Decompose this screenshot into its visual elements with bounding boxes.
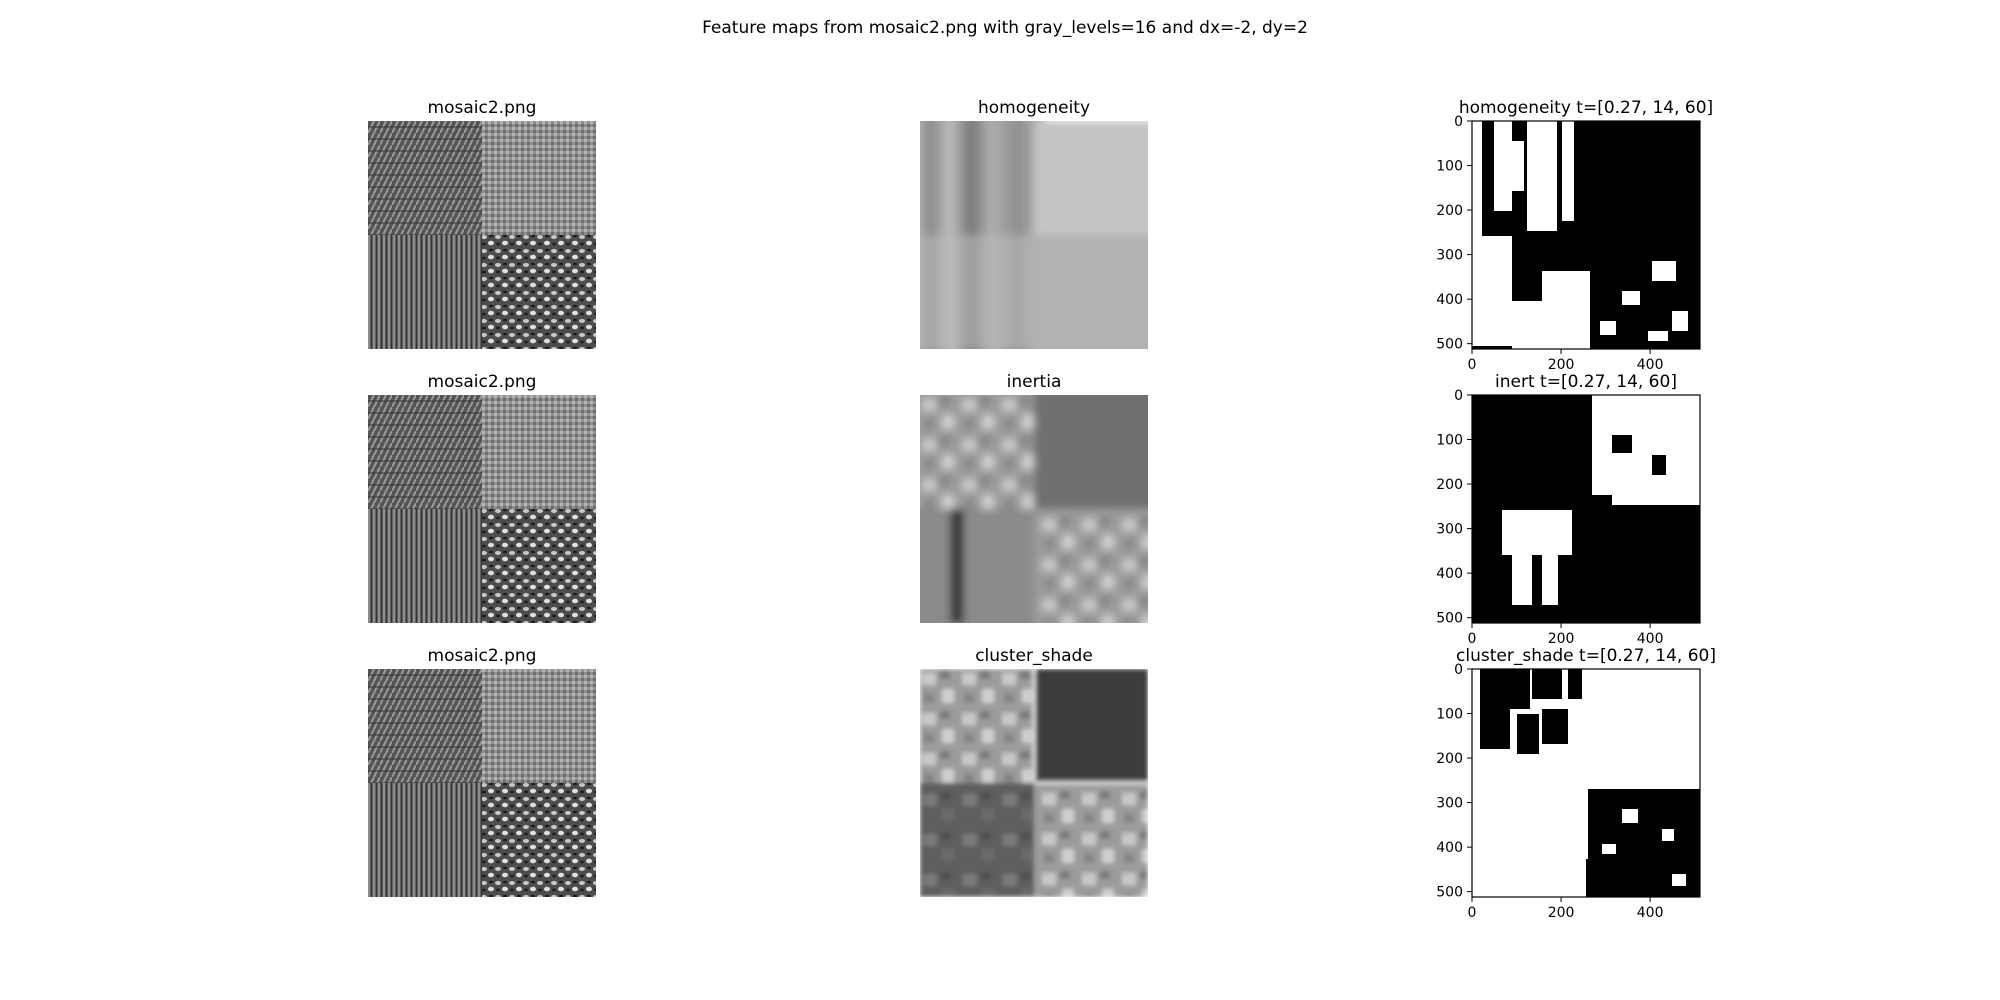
figure-title: Feature maps from mosaic2.png with gray_… — [702, 18, 1308, 38]
panel-title: homogeneity t=[0.27, 14, 60] — [1459, 98, 1713, 118]
inertia-image — [920, 395, 1148, 623]
y-tick-label: 100 — [1436, 159, 1463, 175]
y-tick-label: 0 — [1454, 388, 1463, 404]
y-tick-label: 300 — [1436, 522, 1463, 538]
cluster-shade-image — [920, 669, 1148, 897]
y-tick-label: 400 — [1436, 566, 1463, 582]
panel-homogeneity-mask: homogeneity t=[0.27, 14, 60]0 200 40001002… — [1436, 98, 1713, 373]
y-tick-label: 500 — [1436, 885, 1463, 901]
y-tick-label: 400 — [1436, 292, 1463, 308]
x-tick-label: 0 — [1468, 357, 1477, 373]
y-tick-label: 100 — [1436, 707, 1463, 723]
mosaic-image — [368, 669, 596, 897]
x-tick-label: 200 — [1548, 631, 1575, 647]
panel-title: cluster_shade t=[0.27, 14, 60] — [1456, 646, 1716, 666]
homogeneity-image — [920, 121, 1148, 349]
panel-inertia: inertia — [920, 372, 1148, 623]
y-tick-label: 300 — [1436, 248, 1463, 264]
y-tick-label: 300 — [1436, 796, 1463, 812]
x-tick-label: 400 — [1637, 631, 1664, 647]
y-tick-label: 500 — [1436, 337, 1463, 353]
panel-title: inertia — [1007, 372, 1062, 392]
x-tick-label: 200 — [1548, 905, 1575, 921]
panel-cluster-shade-mask: cluster_shade t=[0.27, 14, 60]0 200 400010… — [1436, 646, 1716, 921]
y-tick-label: 200 — [1436, 477, 1463, 493]
axes-frame — [1471, 120, 1701, 350]
panel-cluster-shade: cluster_shade — [920, 646, 1148, 897]
panel-grid: mosaic2.png homogeneity homogeneity t=[0.2… — [368, 98, 1716, 921]
y-tick-label: 200 — [1436, 203, 1463, 219]
y-tick-label: 0 — [1454, 662, 1463, 678]
x-tick-label: 0 — [1468, 905, 1477, 921]
y-tick-label: 200 — [1436, 751, 1463, 767]
panel-mosaic: mosaic2.png — [368, 646, 596, 897]
axes-frame — [1471, 394, 1701, 624]
panel-title: mosaic2.png — [428, 98, 537, 118]
axes-frame — [1471, 668, 1701, 898]
mosaic-image — [368, 121, 596, 349]
mosaic-image — [368, 395, 596, 623]
panel-inertia-mask: inert t=[0.27, 14, 60] 0 200 400 0 100 200 300 4… — [1436, 372, 1701, 647]
panel-homogeneity: homogeneity — [920, 98, 1148, 349]
y-tick-label: 100 — [1436, 433, 1463, 449]
x-tick-label: 0 — [1468, 631, 1477, 647]
cluster-shade-mask-image — [1472, 669, 1700, 897]
inertia-mask-image — [1472, 395, 1700, 623]
panel-title: inert t=[0.27, 14, 60] — [1495, 372, 1677, 392]
panel-title: cluster_shade — [975, 646, 1093, 666]
panel-mosaic: mosaic2.png — [368, 372, 596, 623]
homogeneity-mask-image — [1472, 121, 1700, 349]
x-tick-label: 400 — [1637, 357, 1664, 373]
panel-title: homogeneity — [978, 98, 1090, 118]
x-tick-label: 400 — [1637, 905, 1664, 921]
x-tick-label: 200 — [1548, 357, 1575, 373]
panel-title: mosaic2.png — [428, 646, 537, 666]
y-tick-label: 500 — [1436, 611, 1463, 627]
panel-title: mosaic2.png — [428, 372, 537, 392]
panel-mosaic: mosaic2.png — [368, 98, 596, 349]
y-tick-label: 400 — [1436, 840, 1463, 856]
y-tick-label: 0 — [1454, 114, 1463, 130]
